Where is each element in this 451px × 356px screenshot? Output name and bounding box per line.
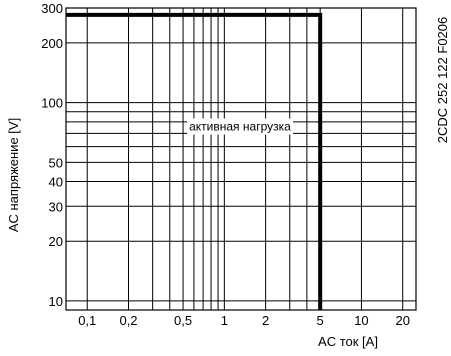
figure-code: 2CDC 252 122 F0206 [435, 17, 450, 143]
grid [65, 7, 417, 311]
y-tick-label: 30 [49, 199, 63, 214]
annotation-text: активная нагрузка [189, 120, 291, 134]
x-tick-label: 0,1 [78, 313, 96, 328]
x-tick-label: 5 [317, 313, 324, 328]
y-tick-label: 10 [49, 294, 63, 309]
plot-frame [65, 7, 417, 311]
y-tick-label: 40 [49, 175, 63, 190]
series-layer [66, 12, 323, 310]
x-tick-label: 1 [221, 313, 228, 328]
x-tick-labels: 0,1 0,2 0,5 1 2 5 10 20 [78, 313, 410, 328]
y-tick-label: 200 [41, 36, 63, 51]
x-tick-label: 20 [395, 313, 409, 328]
y-tick-label: 100 [41, 96, 63, 111]
annotation-background [187, 118, 294, 135]
y-tick-label: 300 [41, 1, 63, 16]
annotation-layer: активная нагрузка [187, 118, 294, 135]
series-line [66, 12, 323, 310]
x-tick-label: 0,2 [119, 313, 137, 328]
y-tick-labels: 10 20 30 40 50 100 200 300 [41, 1, 63, 309]
x-axis-title: AC ток [A] [318, 334, 378, 349]
y-tick-label: 50 [49, 155, 63, 170]
y-axis-title: AC напряжение [V] [6, 118, 21, 232]
x-tick-label: 2 [262, 313, 269, 328]
x-tick-label: 10 [354, 313, 368, 328]
y-tick-label: 20 [49, 234, 63, 249]
x-tick-label: 0,5 [174, 313, 192, 328]
